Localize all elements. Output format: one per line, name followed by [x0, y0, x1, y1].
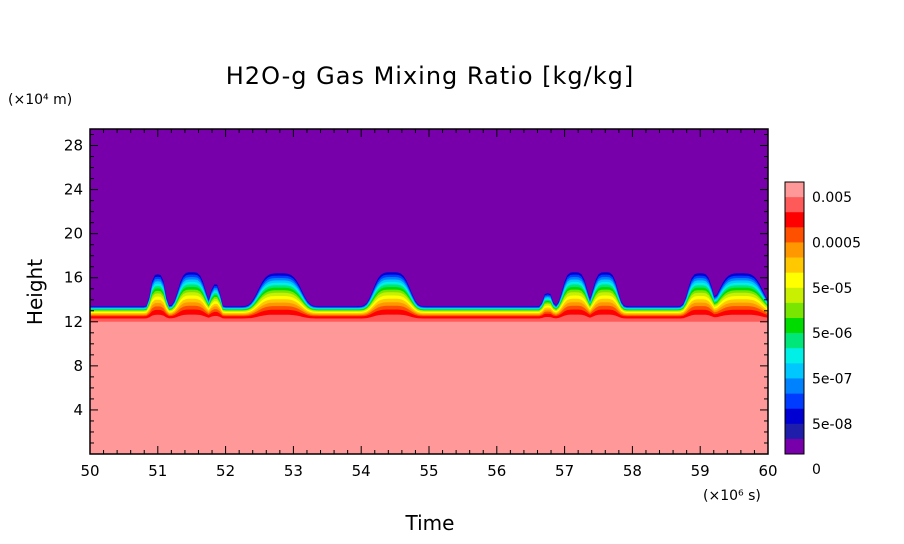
colorbar-label: 0.0005 [812, 235, 861, 251]
y-axis-title: Height [23, 259, 47, 325]
colorbar-label: 0.005 [812, 190, 852, 206]
x-tick-label: 57 [555, 462, 574, 480]
contour-band-0 [90, 321, 768, 454]
x-axis: 50 51 52 53 54 55 56 57 58 59 60 [80, 129, 778, 480]
x-tick-label: 52 [216, 462, 235, 480]
x-tick-label: 60 [758, 462, 777, 480]
colorbar-label: 0 [812, 462, 821, 478]
colorbar: 0.005 0.0005 5e-05 5e-06 5e-07 5e-08 0 [784, 181, 861, 478]
plot-area [89, 128, 769, 455]
colorbar-swatch [785, 318, 804, 334]
x-tick-label: 53 [284, 462, 303, 480]
x-tick-label: 59 [691, 462, 710, 480]
x-tick-label: 55 [419, 462, 438, 480]
colorbar-swatch [785, 287, 804, 304]
colorbar-swatch [785, 438, 804, 455]
colorbar-label: 5e-05 [812, 281, 852, 297]
x-tick-label: 58 [623, 462, 642, 480]
x-tick-label: 56 [487, 462, 506, 480]
colorbar-swatch [785, 272, 804, 289]
colorbar-label: 5e-07 [812, 371, 852, 387]
colorbar-swatch [785, 302, 804, 319]
colorbar-frame [784, 181, 805, 455]
y-axis: 4 8 12 16 20 24 28 [64, 134, 768, 444]
y-tick-label: 28 [64, 137, 83, 155]
colorbar-label: 5e-08 [812, 417, 852, 433]
colorbar-swatch [785, 227, 804, 243]
colorbar-swatch [785, 393, 804, 409]
colorbar-swatch [785, 197, 804, 213]
y-tick-label: 4 [73, 401, 83, 419]
colorbar-swatch [785, 363, 804, 379]
x-tick-label: 50 [80, 462, 99, 480]
x-unit-label: (×10⁶ s) [703, 488, 761, 504]
colorbar-label: 5e-06 [812, 326, 852, 342]
x-tick-label: 54 [352, 462, 371, 480]
y-unit-label: (×10⁴ m) [8, 92, 72, 108]
y-tick-label: 8 [73, 357, 83, 375]
colorbar-swatch [785, 212, 804, 228]
colorbar-swatch [785, 182, 804, 198]
y-tick-label: 24 [64, 181, 83, 199]
x-axis-title: Time [405, 511, 455, 535]
colorbar-swatch [785, 423, 804, 440]
chart-title: H2O-g Gas Mixing Ratio [kg/kg] [226, 62, 634, 90]
y-tick-label: 20 [64, 225, 83, 243]
colorbar-swatch [785, 378, 804, 394]
y-tick-label: 16 [64, 269, 83, 287]
colorbar-swatch [785, 257, 804, 273]
y-tick-label: 12 [64, 313, 83, 331]
x-tick-label: 51 [148, 462, 167, 480]
colorbar-swatch [785, 408, 804, 425]
colorbar-swatch [785, 242, 804, 258]
colorbar-swatch [785, 348, 804, 364]
colorbar-swatch [785, 333, 804, 349]
